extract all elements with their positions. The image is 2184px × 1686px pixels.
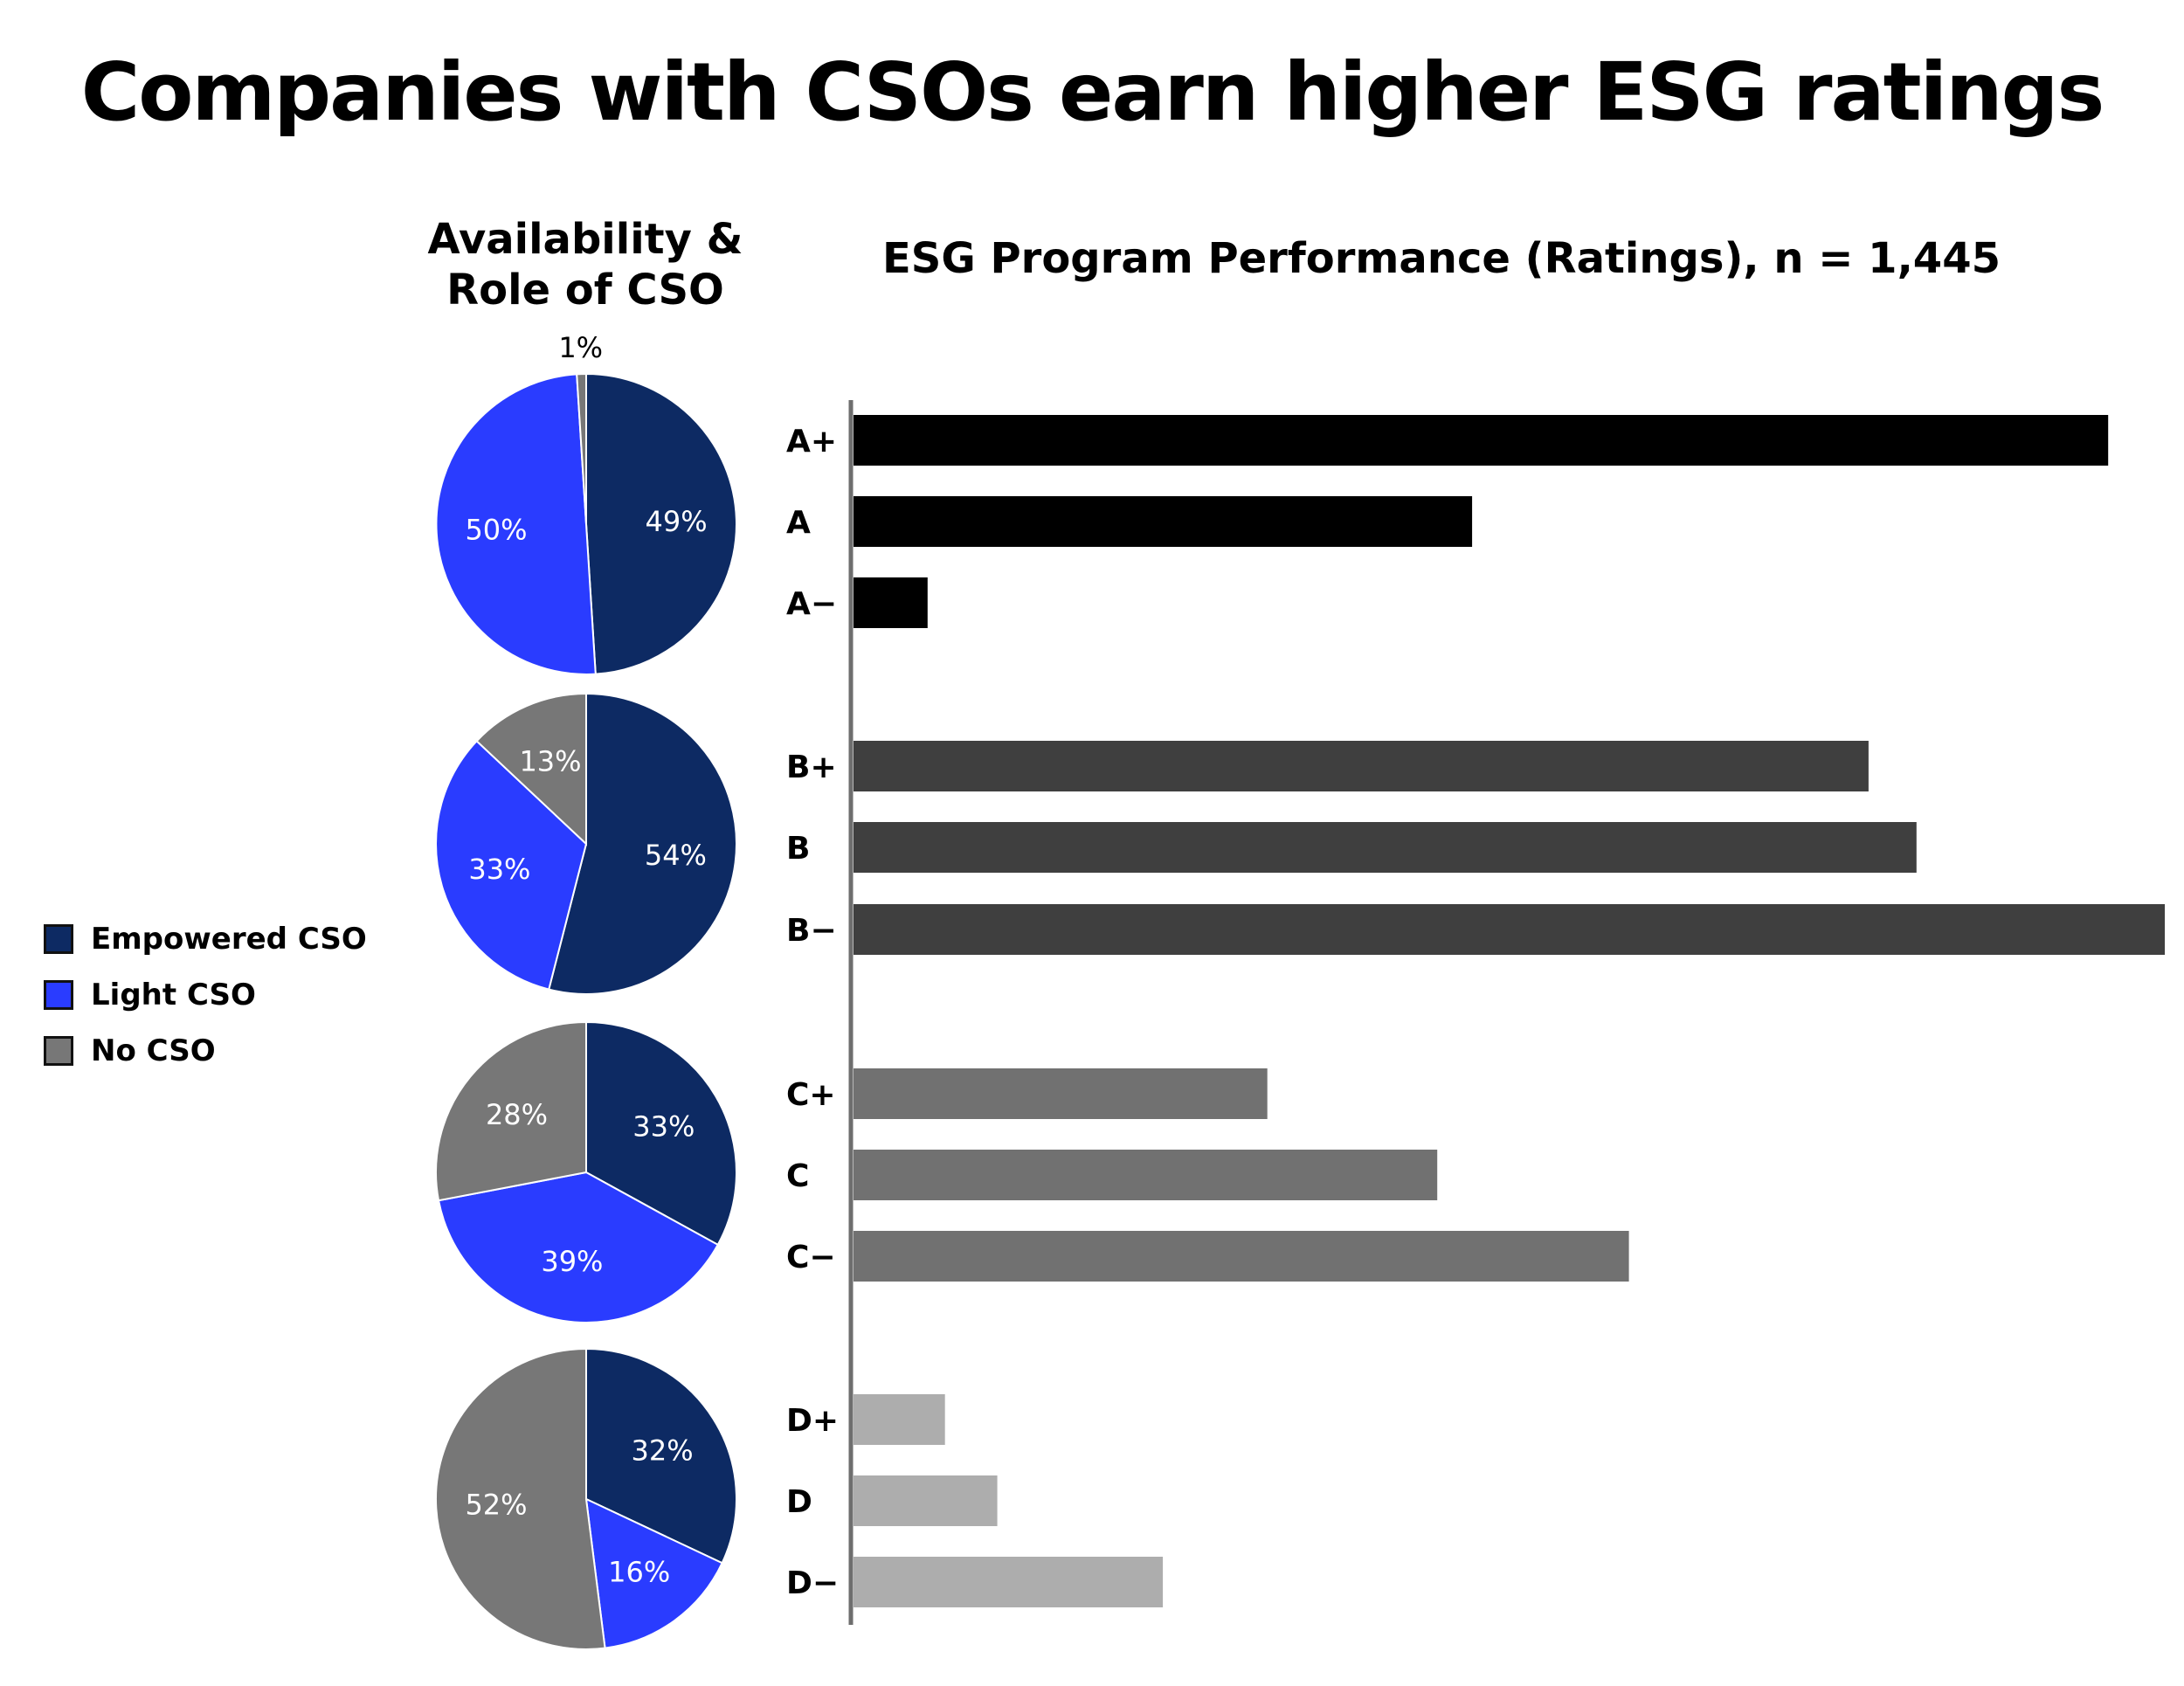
pie-a-slice-2 <box>576 372 587 525</box>
bar-9 <box>854 1394 945 1445</box>
pie-b-slice-1 <box>435 739 588 991</box>
bar-label-1: A <box>786 505 811 541</box>
pie-heading-line-1: Availability & <box>427 215 743 264</box>
bar-label-10: D <box>786 1484 812 1520</box>
pie-a-label-1: 50% <box>465 514 527 547</box>
chart-title: Companies with CSOs earn higher ESG rati… <box>80 45 2105 139</box>
bar-4 <box>854 822 1917 873</box>
bar-chart-heading: ESG Program Performance (Ratings), n = 1… <box>882 234 2001 283</box>
pie-a-slice-0 <box>585 372 737 675</box>
pie-b-label-1: 33% <box>468 853 530 886</box>
pie-c-label-1: 39% <box>541 1245 603 1278</box>
pie-d-slice-1 <box>584 1497 723 1649</box>
pie-b-slice-2 <box>475 692 587 846</box>
legend-item-empowered-cso: Empowered CSO <box>44 922 367 957</box>
pie-c-label-2: 28% <box>486 1098 548 1131</box>
pie-d-label-1: 16% <box>608 1556 670 1589</box>
pie-heading-line-2: Role of CSO <box>446 266 724 314</box>
pie-c-slice-1 <box>437 1171 720 1323</box>
bar-0 <box>854 415 2109 466</box>
pie-d-label-2: 52% <box>465 1489 527 1522</box>
legend-swatch-light <box>44 980 73 1010</box>
bar-label-3: B+ <box>786 750 837 785</box>
pie-d-slice-0 <box>585 1347 737 1565</box>
pie-b-label-0: 54% <box>645 839 707 872</box>
bar-label-7: C <box>786 1158 809 1194</box>
bar-label-5: B− <box>786 913 837 949</box>
legend-label-none: No CSO <box>91 1033 216 1068</box>
pie-c-slice-2 <box>435 1020 587 1202</box>
bar-11 <box>854 1557 1164 1607</box>
bar-label-11: D− <box>786 1565 839 1601</box>
pie-d-slice-2 <box>434 1347 606 1650</box>
legend: Empowered CSO Light CSO No CSO <box>44 922 367 1089</box>
legend-swatch-none <box>44 1036 73 1066</box>
bar-8 <box>854 1231 1629 1282</box>
legend-swatch-empowered <box>44 924 73 954</box>
pie-a-slice-1 <box>435 373 597 675</box>
bar-label-2: A− <box>786 586 837 622</box>
legend-item-light-cso: Light CSO <box>44 978 367 1012</box>
bar-label-8: C− <box>786 1240 836 1275</box>
bar-label-9: D+ <box>786 1403 839 1439</box>
bar-1 <box>854 496 1473 547</box>
bar-label-6: C+ <box>786 1077 836 1113</box>
bar-5 <box>854 904 2165 955</box>
bar-7 <box>854 1150 1438 1200</box>
bar-label-0: A+ <box>786 424 837 460</box>
pie-a-label-2: 1% <box>558 331 603 364</box>
legend-label-empowered: Empowered CSO <box>91 922 367 957</box>
bar-label-4: B <box>786 831 810 867</box>
legend-label-light: Light CSO <box>91 978 256 1012</box>
bar-6 <box>854 1068 1268 1119</box>
pie-b-label-2: 13% <box>519 744 581 777</box>
bar-10 <box>854 1475 998 1526</box>
pie-b-slice-0 <box>548 692 737 995</box>
legend-item-no-cso: No CSO <box>44 1033 367 1068</box>
pie-chart-heading: Availability & Role of CSO <box>411 214 760 315</box>
bar-2 <box>854 577 928 628</box>
pie-d-label-0: 32% <box>632 1434 694 1468</box>
pie-c-label-0: 33% <box>632 1110 695 1144</box>
pie-c-slice-0 <box>585 1020 737 1247</box>
pie-a-label-0: 49% <box>646 505 708 538</box>
bar-3 <box>854 741 1869 791</box>
